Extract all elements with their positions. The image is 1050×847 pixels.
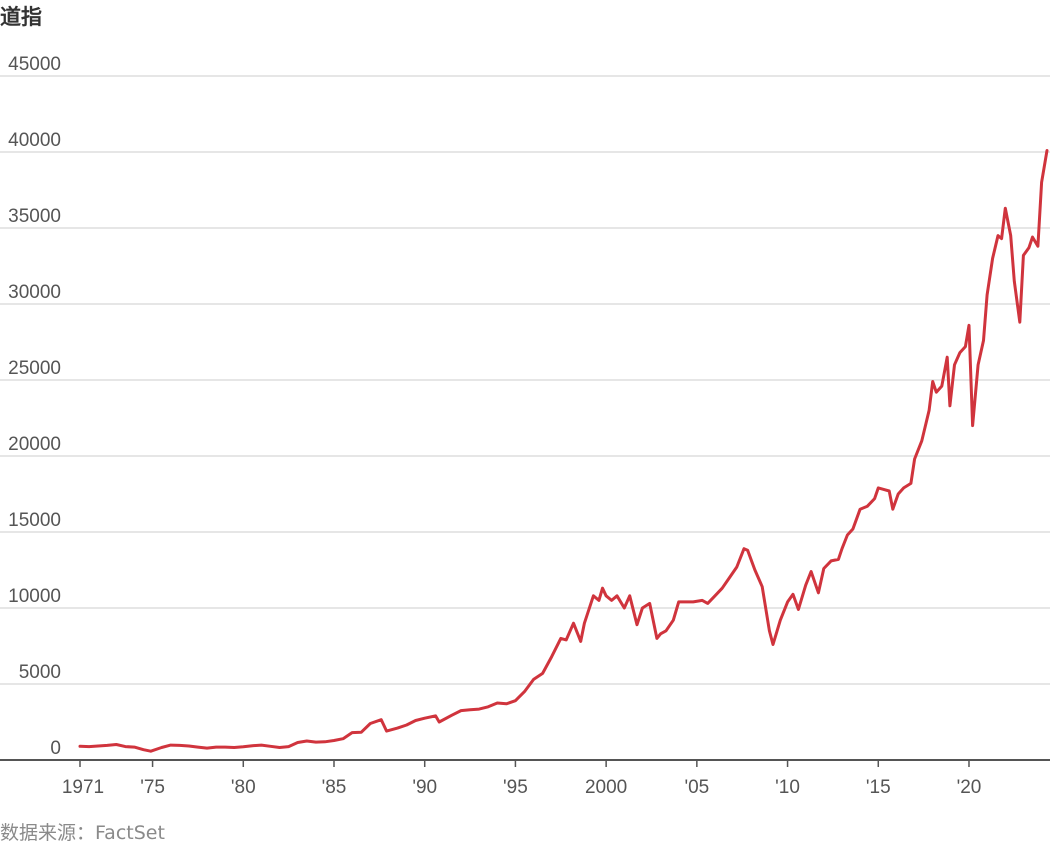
y-tick-label: 45000 bbox=[8, 54, 61, 75]
x-tick-label: '20 bbox=[957, 777, 982, 798]
series-line bbox=[78, 149, 1049, 753]
y-tick-label: 10000 bbox=[8, 586, 61, 607]
x-tick-label: 2000 bbox=[585, 777, 627, 798]
y-tick-label: 20000 bbox=[8, 434, 61, 455]
y-tick-label: 25000 bbox=[8, 358, 61, 379]
x-tick-label: '90 bbox=[412, 777, 437, 798]
tick-labels: 0 5000 10000 15000 20000 25000 30000 35000 40000… bbox=[8, 54, 981, 798]
x-tick-label: '15 bbox=[866, 777, 891, 798]
x-tick-label: '75 bbox=[140, 777, 165, 798]
y-tick-label: 0 bbox=[50, 738, 61, 759]
x-tick-label: '95 bbox=[503, 777, 528, 798]
x-axis bbox=[0, 759, 1050, 767]
y-tick-label: 30000 bbox=[8, 282, 61, 303]
chart-title: 道指 bbox=[0, 5, 42, 29]
y-tick-label: 40000 bbox=[8, 130, 61, 151]
x-tick-label: '85 bbox=[322, 777, 347, 798]
y-tick-label: 35000 bbox=[8, 206, 61, 227]
y-tick-label: 5000 bbox=[19, 662, 61, 683]
x-tick-label: '80 bbox=[231, 777, 256, 798]
series-group bbox=[78, 149, 1049, 753]
x-tick-label: '10 bbox=[775, 777, 800, 798]
x-tick-label: '05 bbox=[684, 777, 709, 798]
y-tick-label: 15000 bbox=[8, 510, 61, 531]
x-tick-label: 1971 bbox=[62, 777, 104, 798]
gridlines bbox=[0, 75, 1050, 685]
source-note: 数据来源：FactSet bbox=[0, 822, 165, 844]
